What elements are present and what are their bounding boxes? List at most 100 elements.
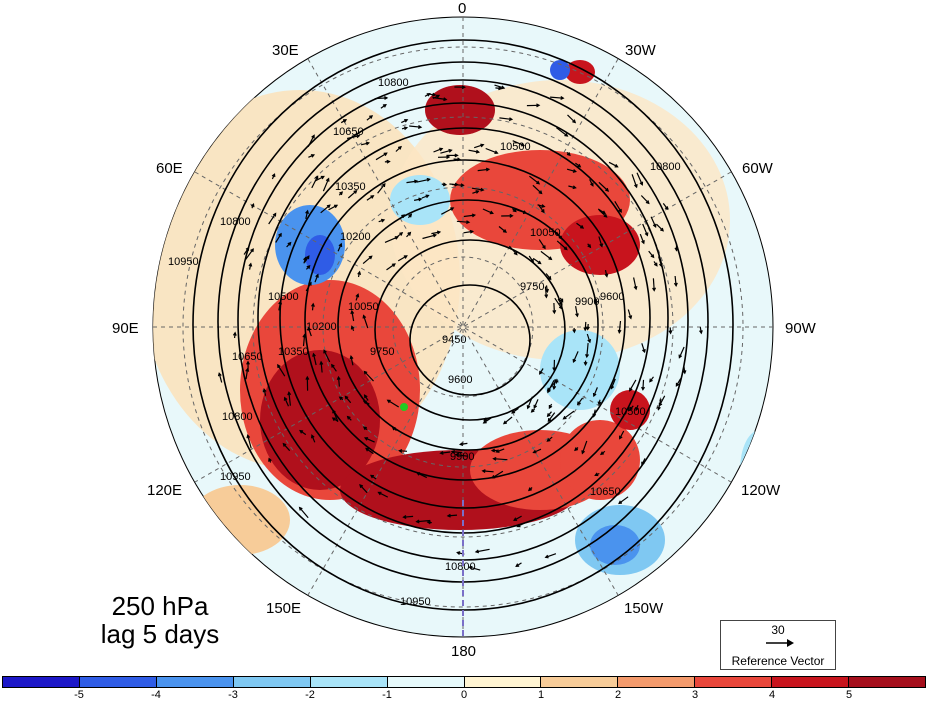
wind-vector xyxy=(533,448,542,454)
wind-vector xyxy=(351,310,355,322)
wind-vector xyxy=(511,407,519,414)
wind-vector-head xyxy=(587,244,592,249)
wind-vector xyxy=(484,416,494,421)
wind-vector xyxy=(508,245,518,255)
wind-vector-head xyxy=(678,354,683,359)
wind-vector xyxy=(469,566,481,571)
wind-vector xyxy=(331,364,337,372)
wind-vector-head xyxy=(546,438,551,442)
wind-vector-head xyxy=(599,243,604,248)
wind-vector-head xyxy=(592,392,597,398)
colorbar-swatch xyxy=(79,677,157,687)
colorbar-swatch xyxy=(156,677,234,687)
wind-vector-head xyxy=(673,282,678,287)
wind-vector xyxy=(477,168,489,172)
wind-vector-head xyxy=(342,119,348,123)
wind-vector-head xyxy=(558,235,563,240)
wind-vector xyxy=(532,184,543,194)
wind-vector xyxy=(657,398,662,410)
wind-vector xyxy=(527,396,533,409)
wind-vector xyxy=(474,144,484,149)
wind-vector xyxy=(305,210,309,220)
wind-vector-head xyxy=(307,326,312,331)
wind-vector-head xyxy=(417,125,423,129)
green-marker xyxy=(400,403,408,411)
colorbar-tick-label: 4 xyxy=(768,689,776,701)
wind-vector xyxy=(642,379,645,390)
wind-vector xyxy=(422,234,437,240)
contour-label: 9750 xyxy=(520,281,544,293)
wind-vector xyxy=(631,174,638,188)
wind-vector-head xyxy=(325,177,330,182)
wind-vector xyxy=(572,351,579,363)
wind-vector-head xyxy=(350,325,355,330)
wind-vector-head xyxy=(649,378,653,383)
contour-label: 9600 xyxy=(600,291,624,303)
contour-label: 9450 xyxy=(442,334,466,346)
contour-label: 10500 xyxy=(268,291,299,303)
wind-vector xyxy=(350,356,354,366)
wind-vector xyxy=(485,147,498,154)
wind-vector-head xyxy=(432,233,438,238)
wind-vector-head xyxy=(454,153,459,158)
wind-vector-head xyxy=(415,519,420,524)
wind-vector-head xyxy=(481,469,486,473)
wind-vector xyxy=(377,183,386,194)
wind-vector-head xyxy=(311,134,315,139)
wind-vector-head xyxy=(262,387,267,393)
wind-vector xyxy=(337,243,342,252)
wind-vector xyxy=(456,220,470,223)
wind-vector-head xyxy=(277,363,281,369)
wind-vector xyxy=(328,204,338,211)
wind-vector xyxy=(332,410,339,422)
wind-vector-head xyxy=(480,187,485,192)
lon-label-90w: 90W xyxy=(785,320,816,337)
wind-vector xyxy=(447,514,458,517)
wind-vector xyxy=(397,255,408,262)
wind-vector xyxy=(598,236,603,247)
wind-vector xyxy=(360,142,369,146)
wind-vector xyxy=(556,231,562,239)
wind-vector-head xyxy=(544,554,549,559)
wind-vector-head xyxy=(558,305,563,310)
wind-vector xyxy=(532,257,541,264)
wind-vector-head xyxy=(312,352,316,357)
wind-vector xyxy=(576,222,584,229)
map-title: 250 hPa lag 5 days xyxy=(80,592,240,648)
wind-vector-head xyxy=(426,520,431,525)
wind-vector-head xyxy=(398,448,403,453)
wind-vector xyxy=(586,343,589,357)
wind-vector-head xyxy=(363,370,368,375)
wind-vector-head xyxy=(326,204,331,209)
wind-vector-head xyxy=(355,293,360,298)
wind-vector xyxy=(406,180,418,184)
wind-vector xyxy=(556,127,568,137)
wind-vector xyxy=(432,96,447,101)
wind-vector-head xyxy=(664,206,669,211)
wind-vector-head xyxy=(641,240,645,245)
wind-vector-head xyxy=(513,517,518,521)
wind-vector xyxy=(399,450,408,452)
wind-vector xyxy=(468,149,479,153)
wind-vector-head xyxy=(597,401,602,406)
wind-vector-head xyxy=(391,263,396,267)
wind-vector-head xyxy=(628,315,633,320)
contour-label: 10800 xyxy=(378,77,409,89)
wind-vector-head xyxy=(381,183,386,188)
wind-vector xyxy=(299,507,309,519)
wind-vector-head xyxy=(306,265,311,269)
wind-vector xyxy=(278,301,282,311)
contour-label: 10650 xyxy=(232,351,263,363)
wind-vector xyxy=(364,437,375,443)
wind-vector xyxy=(441,207,454,215)
colorbar xyxy=(2,676,926,688)
wind-vector-head xyxy=(315,273,319,278)
wind-vector-head xyxy=(338,242,343,247)
contour-label: 9600 xyxy=(448,374,472,386)
wind-vector-head xyxy=(245,367,250,372)
lon-label-150w: 150W xyxy=(624,600,664,617)
wind-vector-head xyxy=(527,487,533,492)
wind-vector-head xyxy=(587,338,592,344)
wind-vector xyxy=(344,396,352,404)
